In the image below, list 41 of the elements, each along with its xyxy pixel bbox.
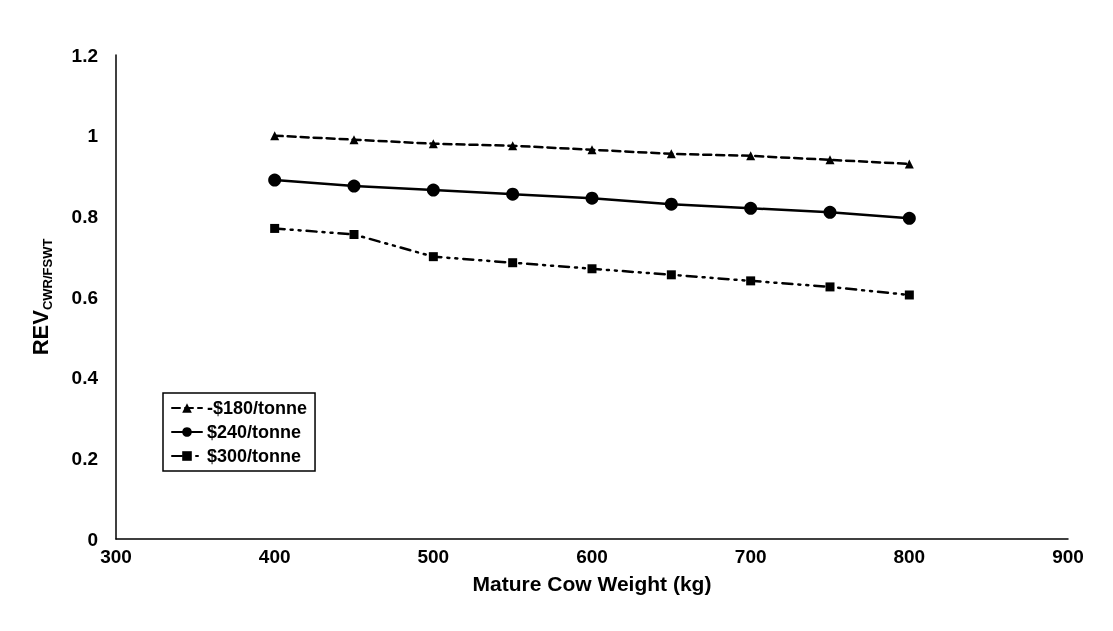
x-tick-label: 900 bbox=[1052, 546, 1084, 567]
point bbox=[428, 252, 438, 262]
point bbox=[746, 276, 756, 286]
point bbox=[902, 211, 916, 225]
point bbox=[508, 258, 518, 268]
x-tick-label: 300 bbox=[100, 546, 132, 567]
y-tick-label: 1 bbox=[87, 125, 99, 147]
x-tick-label: 600 bbox=[576, 546, 608, 567]
point bbox=[744, 201, 758, 215]
point bbox=[825, 155, 835, 165]
point bbox=[585, 191, 599, 205]
point bbox=[347, 179, 361, 193]
point bbox=[664, 197, 678, 211]
y-tick-label: 0.6 bbox=[71, 286, 98, 308]
point bbox=[587, 264, 597, 274]
point bbox=[587, 145, 597, 155]
point bbox=[268, 173, 282, 187]
legend-label: -$180/tonne bbox=[207, 398, 308, 418]
y-tick-label: 0.8 bbox=[71, 205, 98, 227]
legend-label: $240/tonne bbox=[207, 422, 302, 442]
point bbox=[349, 229, 359, 239]
y-axis-title: REVCWR/FSWT bbox=[28, 238, 55, 356]
point bbox=[349, 135, 359, 145]
x-tick-label: 400 bbox=[258, 546, 291, 567]
point bbox=[823, 205, 837, 219]
x-tick-label: 700 bbox=[734, 546, 767, 567]
point bbox=[666, 270, 676, 280]
legend-label: $300/tonne bbox=[207, 446, 302, 466]
point bbox=[825, 282, 835, 292]
y-tick-label: 0 bbox=[87, 528, 98, 550]
point bbox=[426, 183, 440, 197]
point bbox=[270, 223, 280, 233]
point bbox=[506, 187, 520, 201]
point bbox=[270, 131, 280, 141]
y-tick-label: 0.2 bbox=[71, 447, 98, 469]
x-tick-label: 800 bbox=[893, 546, 926, 567]
x-tick-label: 500 bbox=[417, 546, 450, 567]
y-tick-label: 1.2 bbox=[71, 44, 98, 66]
x-axis-title: Mature Cow Weight (kg) bbox=[472, 572, 712, 595]
y-tick-label: 0.4 bbox=[71, 367, 99, 389]
point bbox=[904, 290, 914, 300]
